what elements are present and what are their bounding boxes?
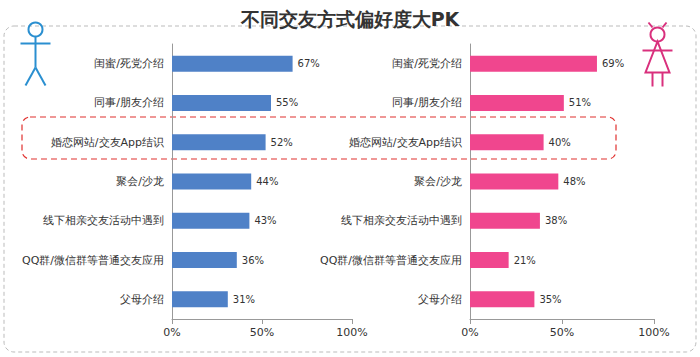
svg-text:67%: 67% [298, 58, 320, 69]
svg-text:0%: 0% [461, 326, 478, 339]
svg-text:43%: 43% [254, 215, 276, 226]
svg-text:55%: 55% [276, 97, 298, 108]
svg-text:线下相亲交友活动中遇到: 线下相亲交友活动中遇到 [43, 214, 164, 227]
svg-text:50%: 50% [250, 326, 274, 339]
svg-text:婚恋网站/交友App结识: 婚恋网站/交友App结识 [349, 136, 462, 149]
svg-text:48%: 48% [563, 176, 585, 187]
svg-text:QQ群/微信群等普通交友应用: QQ群/微信群等普通交友应用 [320, 254, 462, 267]
svg-text:40%: 40% [549, 137, 571, 148]
svg-text:父母介绍: 父母介绍 [418, 293, 462, 306]
svg-text:100%: 100% [336, 326, 367, 339]
svg-text:69%: 69% [602, 58, 624, 69]
svg-text:闺蜜/死党介绍: 闺蜜/死党介绍 [94, 57, 164, 70]
svg-text:51%: 51% [569, 97, 591, 108]
svg-text:50%: 50% [550, 326, 574, 339]
svg-text:聚会/沙龙: 聚会/沙龙 [116, 175, 164, 188]
svg-text:同事/朋友介绍: 同事/朋友介绍 [94, 96, 164, 109]
svg-text:QQ群/微信群等普通交友应用: QQ群/微信群等普通交友应用 [22, 254, 164, 267]
svg-text:闺蜜/死党介绍: 闺蜜/死党介绍 [392, 57, 462, 70]
svg-text:婚恋网站/交友App结识: 婚恋网站/交友App结识 [51, 136, 164, 149]
svg-text:52%: 52% [271, 137, 293, 148]
svg-text:聚会/沙龙: 聚会/沙龙 [414, 175, 462, 188]
svg-text:38%: 38% [545, 215, 567, 226]
svg-text:31%: 31% [233, 294, 255, 305]
svg-text:35%: 35% [539, 294, 561, 305]
svg-text:44%: 44% [256, 176, 278, 187]
svg-text:不同交友方式偏好度大PK: 不同交友方式偏好度大PK [240, 8, 461, 30]
svg-text:21%: 21% [514, 255, 536, 266]
svg-text:0%: 0% [163, 326, 180, 339]
svg-text:父母介绍: 父母介绍 [120, 293, 164, 306]
svg-text:同事/朋友介绍: 同事/朋友介绍 [392, 96, 462, 109]
svg-text:100%: 100% [638, 326, 669, 339]
svg-text:线下相亲交友活动中遇到: 线下相亲交友活动中遇到 [341, 214, 462, 227]
svg-text:36%: 36% [242, 255, 264, 266]
